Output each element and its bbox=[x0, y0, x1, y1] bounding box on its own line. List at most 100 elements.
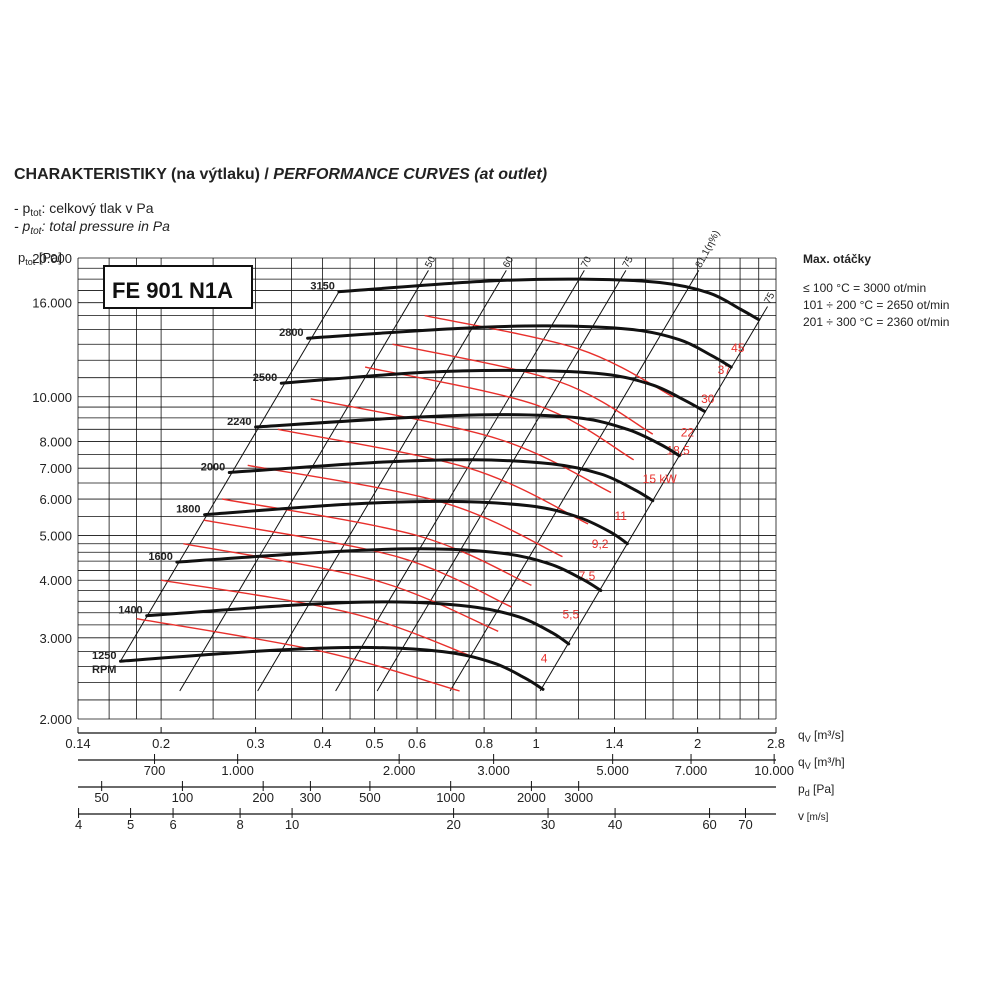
x-tick-label-3: 4 bbox=[75, 817, 82, 832]
efficiency-line bbox=[449, 270, 700, 692]
y-axis-label: ptot [Pa] bbox=[18, 250, 62, 267]
speed-curve bbox=[203, 499, 629, 546]
rpm-label: 1600 bbox=[148, 551, 172, 563]
efficiency-label: 81,1(η%) bbox=[694, 229, 723, 270]
x-tick-label-2: 3000 bbox=[564, 790, 593, 805]
rpm-label: 2000 bbox=[201, 462, 225, 474]
legend-cz: - ptot: celkový tlak v Pa bbox=[14, 200, 154, 219]
power-curve bbox=[392, 343, 654, 435]
rpm-label: 2800 bbox=[279, 327, 303, 339]
x-axis-unit-0: qV [m³/s] bbox=[798, 728, 844, 744]
model-label-box bbox=[103, 265, 253, 309]
power-curve bbox=[183, 543, 499, 632]
power-label: 11 bbox=[614, 509, 627, 523]
x-tick-label-0: 1.4 bbox=[605, 736, 623, 751]
y-tick-label: 5.000 bbox=[39, 529, 72, 544]
max-speed-line-1: ≤ 100 °C = 3000 ot/min bbox=[803, 281, 927, 295]
power-label: 18,5 bbox=[666, 443, 690, 457]
x-tick-label-3: 70 bbox=[738, 817, 752, 832]
rpm-label: 2240 bbox=[227, 416, 251, 428]
speed-curve bbox=[227, 458, 655, 503]
x-tick-label-0: 0.5 bbox=[366, 736, 384, 751]
x-tick-label-3: 20 bbox=[446, 817, 460, 832]
x-tick-label-1: 5.000 bbox=[596, 763, 629, 778]
max-speed-line-3: 201 ÷ 300 °C = 2360 ot/min bbox=[803, 315, 950, 329]
rpm-label: 2500 bbox=[253, 372, 277, 384]
x-tick-label-1: 7.000 bbox=[675, 763, 708, 778]
efficiency-label: 70 bbox=[579, 254, 594, 269]
x-tick-label-3: 5 bbox=[127, 817, 134, 832]
y-tick-label: 8.000 bbox=[39, 434, 72, 449]
speed-curve bbox=[279, 368, 706, 413]
efficiency-line bbox=[539, 306, 768, 692]
rpm-label: 3150 bbox=[310, 281, 334, 293]
x-tick-label-0: 1 bbox=[532, 736, 539, 751]
power-label: 15 kW bbox=[643, 472, 678, 486]
speed-curve bbox=[175, 547, 603, 592]
efficiency-label: 60 bbox=[501, 254, 516, 269]
rpm-label: 1400 bbox=[118, 605, 142, 617]
x-tick-label-2: 1000 bbox=[436, 790, 465, 805]
power-curve bbox=[310, 398, 612, 494]
x-tick-label-0: 0.3 bbox=[247, 736, 265, 751]
page-title: CHARAKTERISTIKY (na výtlaku) / PERFORMAN… bbox=[14, 166, 548, 183]
x-tick-label-0: 0.2 bbox=[152, 736, 170, 751]
power-curve bbox=[222, 498, 532, 586]
max-speed-line-2: 101 ÷ 200 °C = 2650 ot/min bbox=[803, 298, 950, 312]
x-tick-label-0: 0.4 bbox=[314, 736, 332, 751]
efficiency-line bbox=[257, 270, 507, 692]
x-tick-label-0: 0.14 bbox=[65, 736, 90, 751]
y-tick-label: 4.000 bbox=[39, 573, 72, 588]
efficiency-label: 75 bbox=[762, 291, 777, 306]
speed-curve bbox=[306, 324, 733, 369]
y-tick-label: 2.000 bbox=[39, 712, 72, 727]
y-tick-label: 7.000 bbox=[39, 461, 72, 476]
speed-curve bbox=[337, 277, 761, 322]
x-axis-unit-2: pd [Pa] bbox=[798, 782, 834, 798]
rpm-label: 1800 bbox=[176, 504, 200, 516]
speed-curve bbox=[119, 645, 545, 691]
speed-curve bbox=[145, 600, 571, 646]
speed-curve bbox=[254, 413, 681, 458]
rpm-label: 1250 bbox=[92, 650, 116, 662]
x-tick-label-3: 10 bbox=[285, 817, 299, 832]
power-label: 45 bbox=[731, 341, 745, 355]
left-envelope-line bbox=[120, 291, 340, 662]
y-tick-label: 20.000 bbox=[32, 251, 72, 266]
x-tick-label-0: 2.8 bbox=[767, 736, 785, 751]
x-tick-label-0: 0.6 bbox=[408, 736, 426, 751]
efficiency-line bbox=[179, 270, 429, 692]
y-tick-label: 6.000 bbox=[39, 492, 72, 507]
x-tick-label-2: 200 bbox=[252, 790, 274, 805]
power-curve bbox=[160, 579, 479, 660]
power-label: 30 bbox=[701, 392, 715, 406]
model-label: FE 901 N1A bbox=[112, 278, 233, 303]
x-tick-label-3: 8 bbox=[236, 817, 243, 832]
x-tick-label-1: 1.000 bbox=[221, 763, 254, 778]
power-label: 5,5 bbox=[563, 608, 580, 622]
x-tick-label-0: 2 bbox=[694, 736, 701, 751]
legend-en: - ptot: total pressure in Pa bbox=[14, 218, 170, 237]
power-label: 4 bbox=[541, 652, 548, 666]
x-tick-label-1: 700 bbox=[144, 763, 166, 778]
y-tick-label: 10.000 bbox=[32, 390, 72, 405]
y-tick-label: 16.000 bbox=[32, 296, 72, 311]
x-tick-label-2: 100 bbox=[172, 790, 194, 805]
x-tick-label-0: 0.8 bbox=[475, 736, 493, 751]
x-tick-label-2: 500 bbox=[359, 790, 381, 805]
x-tick-label-1: 3.000 bbox=[477, 763, 510, 778]
x-tick-label-2: 300 bbox=[300, 790, 322, 805]
x-tick-label-1: 2.000 bbox=[383, 763, 416, 778]
power-curve bbox=[277, 428, 589, 525]
power-curve bbox=[136, 618, 460, 692]
power-label: 22 bbox=[681, 426, 695, 440]
y-tick-label: 3.000 bbox=[39, 631, 72, 646]
efficiency-label: 75 bbox=[621, 254, 636, 269]
x-tick-label-2: 2000 bbox=[517, 790, 546, 805]
x-tick-label-3: 30 bbox=[541, 817, 555, 832]
power-label: 9,2 bbox=[592, 537, 609, 551]
rpm-suffix-label: RPM bbox=[92, 664, 116, 676]
x-tick-label-3: 40 bbox=[608, 817, 622, 832]
x-tick-label-3: 6 bbox=[169, 817, 176, 832]
